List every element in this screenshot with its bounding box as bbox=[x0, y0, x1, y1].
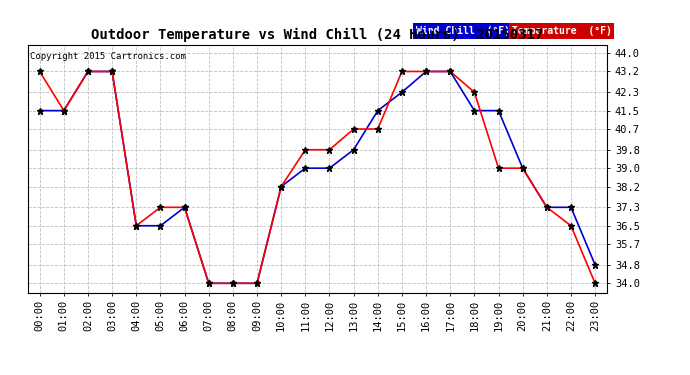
Text: Temperature  (°F): Temperature (°F) bbox=[511, 26, 611, 36]
Text: Copyright 2015 Cartronics.com: Copyright 2015 Cartronics.com bbox=[30, 53, 186, 62]
Title: Outdoor Temperature vs Wind Chill (24 Hours)  20150317: Outdoor Temperature vs Wind Chill (24 Ho… bbox=[91, 28, 544, 42]
Text: Wind Chill  (°F): Wind Chill (°F) bbox=[416, 26, 510, 36]
